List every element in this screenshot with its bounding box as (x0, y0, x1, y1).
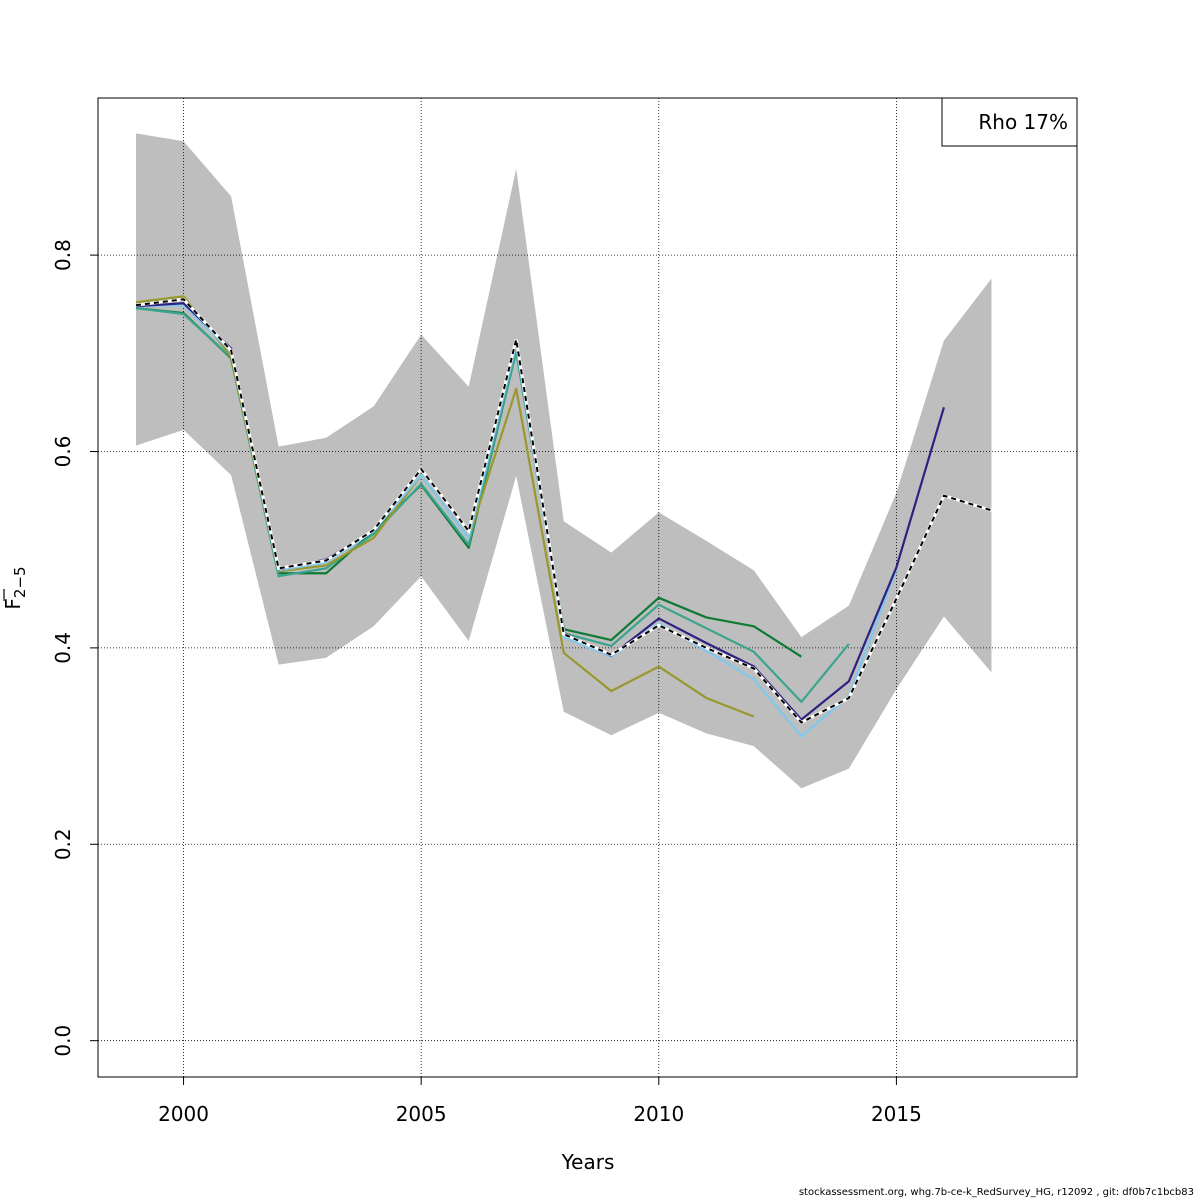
y-tick-label: 0.0 (51, 1025, 75, 1057)
x-tick-label: 2010 (633, 1102, 684, 1126)
footer-caption: stockassessment.org, whg.7b-ce-k_RedSurv… (798, 1187, 1194, 1198)
x-tick-label: 2015 (871, 1102, 922, 1126)
y-tick-label: 0.2 (51, 828, 75, 860)
y-tick-label: 0.6 (51, 436, 75, 468)
legend-text: Rho 17% (978, 110, 1068, 134)
legend: Rho 17% (941, 97, 1078, 147)
plot-frame (97, 97, 1078, 1078)
x-tick-label: 2000 (158, 1102, 209, 1126)
confidence-band (136, 133, 992, 789)
y-axis-title: F2−5 (1, 566, 29, 609)
x-tick-label: 2005 (396, 1102, 447, 1126)
legend-frame (941, 97, 1078, 147)
y-tick-label: 0.8 (51, 239, 75, 271)
svg-text:F2−5: F2−5 (1, 566, 29, 609)
series-line-5 (135, 298, 992, 724)
x-axis-title: Years (561, 1150, 615, 1174)
y-tick-label: 0.4 (51, 632, 75, 664)
y-axis-title-sub: 2−5 (11, 566, 29, 598)
y-axis-title-main: F (1, 598, 25, 610)
